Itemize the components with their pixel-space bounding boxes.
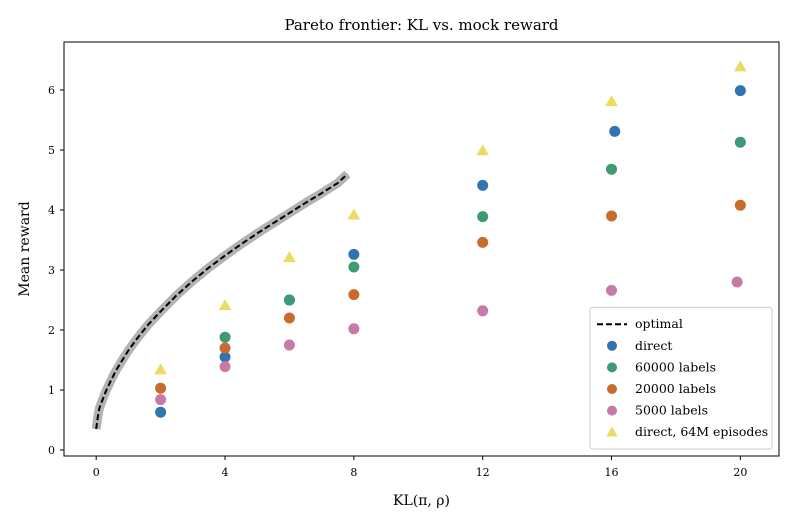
point-20000-labels (155, 382, 167, 394)
point-20000-labels (283, 312, 295, 324)
point-direct (477, 179, 489, 191)
point-60000-labels (283, 294, 295, 306)
x-tick-label: 16 (605, 466, 619, 479)
y-tick-label: 1 (48, 384, 55, 397)
x-tick-label: 20 (733, 466, 747, 479)
point-20000-labels (348, 289, 360, 301)
legend-swatch (607, 384, 617, 394)
plot-area (91, 60, 747, 430)
plot-frame (63, 41, 780, 457)
point-direct (348, 248, 360, 260)
y-tick-label: 5 (48, 144, 55, 157)
legend-label: direct (635, 338, 672, 353)
legend-swatch (607, 362, 617, 373)
point-60000-labels (219, 331, 231, 343)
x-tick-label: 8 (350, 466, 357, 479)
point-5000-labels (283, 339, 295, 351)
point-5000-labels (477, 305, 489, 317)
x-axis-label: KL(π, ρ) (393, 493, 450, 509)
legend-swatch (607, 340, 617, 351)
point-5000-labels (731, 276, 743, 288)
point-5000-labels (348, 323, 360, 335)
point-5000-labels (606, 284, 618, 296)
point-60000-labels (734, 136, 746, 148)
y-tick-label: 6 (48, 84, 55, 97)
point-60000-labels (348, 261, 360, 273)
x-tick-label: 12 (476, 466, 490, 479)
legend-label: 60000 labels (635, 359, 716, 374)
legend-label: direct, 64M episodes (635, 424, 768, 439)
point-20000-labels (477, 236, 489, 248)
point-20000-labels (606, 210, 618, 222)
point-direct-64m-episodes (734, 60, 747, 72)
point-direct-64m-episodes (605, 95, 618, 107)
optimal-line (95, 173, 349, 430)
y-tick-label: 3 (48, 264, 55, 277)
legend-swatch (607, 405, 617, 416)
y-tick-label: 2 (48, 324, 55, 337)
point-direct-64m-episodes (154, 363, 167, 375)
x-tick-label: 4 (222, 466, 229, 479)
point-direct (734, 85, 746, 97)
point-direct-64m-episodes (347, 208, 361, 220)
point-direct (219, 351, 231, 363)
legend: optimal direct 60000 labels 20000 labels 500… (589, 306, 773, 450)
point-60000-labels (606, 163, 618, 175)
point-direct (155, 406, 167, 418)
point-direct-64m-episodes (283, 251, 296, 263)
chart-title: Pareto frontier: KL vs. mock reward (284, 16, 558, 34)
y-axis-label: Mean reward (17, 201, 33, 296)
point-20000-labels (734, 199, 746, 211)
legend-box (589, 306, 773, 450)
legend-label: 5000 labels (635, 403, 708, 418)
point-5000-labels (219, 361, 231, 373)
point-direct (609, 125, 621, 137)
point-20000-labels (219, 342, 231, 354)
point-direct-64m-episodes (218, 299, 232, 311)
point-5000-labels (155, 394, 167, 406)
y-tick-label: 4 (48, 204, 55, 217)
legend-label: 20000 labels (635, 381, 716, 396)
y-tick-label: 0 (48, 444, 55, 457)
optimal-band (91, 170, 351, 430)
legend-label: optimal (635, 316, 683, 331)
point-direct-64m-episodes (476, 144, 490, 156)
point-60000-labels (477, 211, 489, 223)
x-tick-label: 0 (93, 466, 100, 479)
legend-swatch (606, 426, 618, 437)
